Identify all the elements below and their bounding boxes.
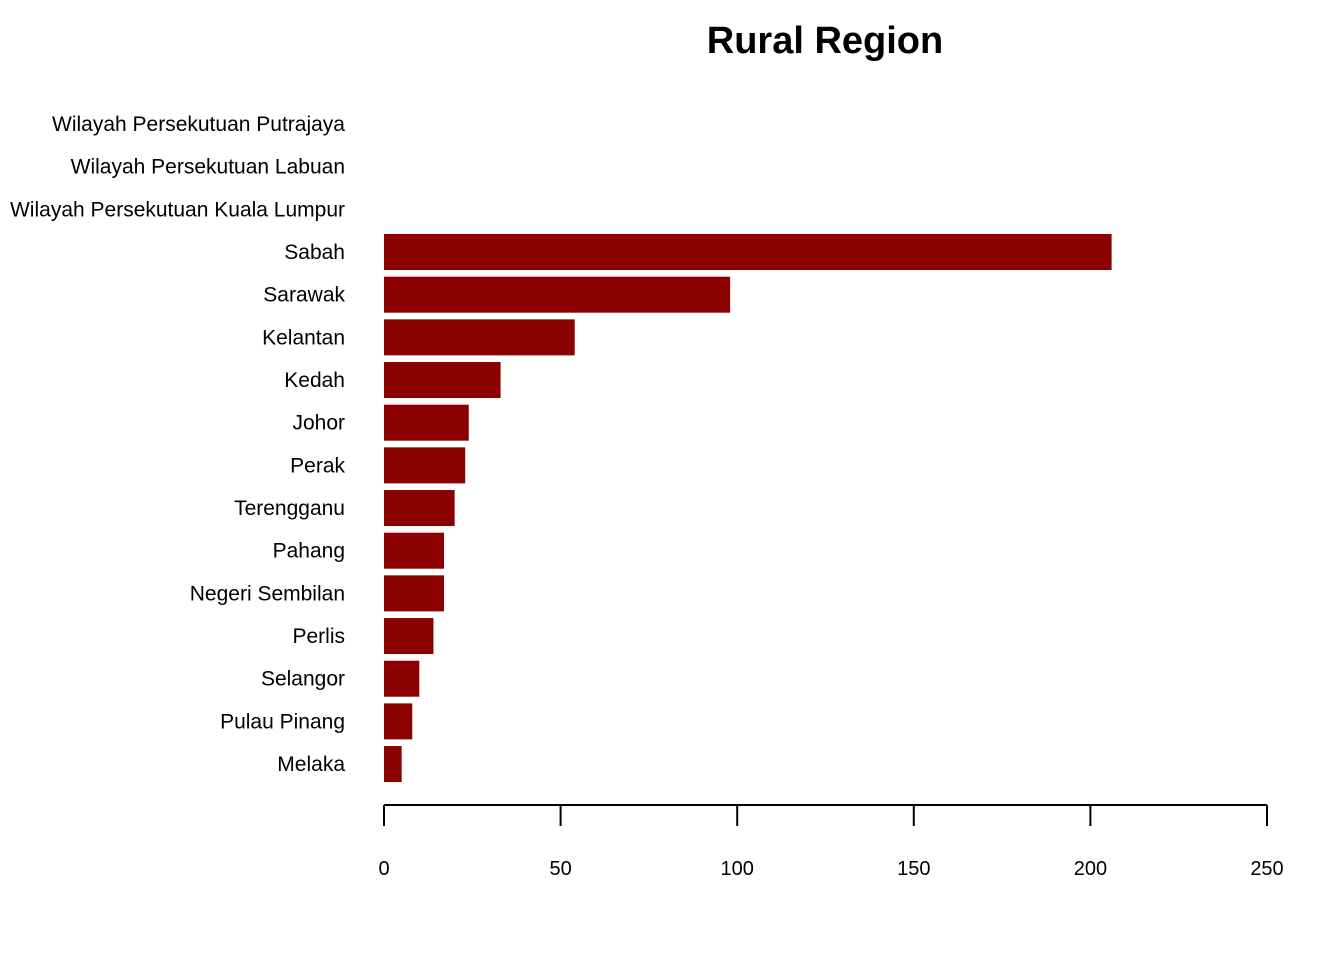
category-label: Terengganu: [234, 497, 345, 520]
bar: [384, 703, 413, 740]
bar: [384, 276, 731, 313]
chart-title: Rural Region: [707, 20, 943, 62]
x-tick-label: 0: [378, 858, 389, 880]
bar: [384, 532, 445, 569]
category-label: Kedah: [284, 369, 345, 392]
category-label: Sabah: [284, 241, 345, 264]
x-tick-label: 250: [1250, 858, 1283, 880]
x-axis: 0 50 100 150 200 250: [378, 804, 1284, 880]
bar: [384, 660, 420, 697]
category-labels: Wilayah Persekutuan Putrajaya Wilayah Per…: [10, 113, 346, 776]
x-tick-label: 150: [897, 858, 930, 880]
category-label: Wilayah Persekutuan Labuan: [71, 156, 345, 179]
category-label: Pulau Pinang: [220, 710, 345, 733]
bar: [384, 618, 434, 655]
category-label: Melaka: [277, 753, 345, 776]
category-label: Sarawak: [263, 284, 345, 307]
x-tick-label: 50: [549, 858, 571, 880]
bar: [384, 404, 469, 441]
category-label: Kelantan: [262, 326, 345, 349]
category-label: Negeri Sembilan: [190, 582, 345, 605]
x-tick-label: 200: [1074, 858, 1107, 880]
category-label: Wilayah Persekutuan Putrajaya: [52, 113, 345, 136]
category-label: Perlis: [292, 625, 345, 648]
x-tick-label: 100: [721, 858, 754, 880]
bar: [384, 746, 402, 783]
bar: [384, 234, 1112, 271]
bars: [384, 234, 1112, 783]
category-label: Johor: [292, 412, 345, 435]
bar: [384, 575, 445, 612]
category-label: Perak: [290, 454, 345, 477]
category-label: Wilayah Persekutuan Kuala Lumpur: [10, 198, 345, 221]
category-label: Pahang: [273, 540, 345, 563]
bar: [384, 490, 455, 527]
bar: [384, 447, 466, 484]
category-label: Selangor: [261, 668, 345, 691]
bar: [384, 319, 575, 356]
bar: [384, 362, 501, 399]
